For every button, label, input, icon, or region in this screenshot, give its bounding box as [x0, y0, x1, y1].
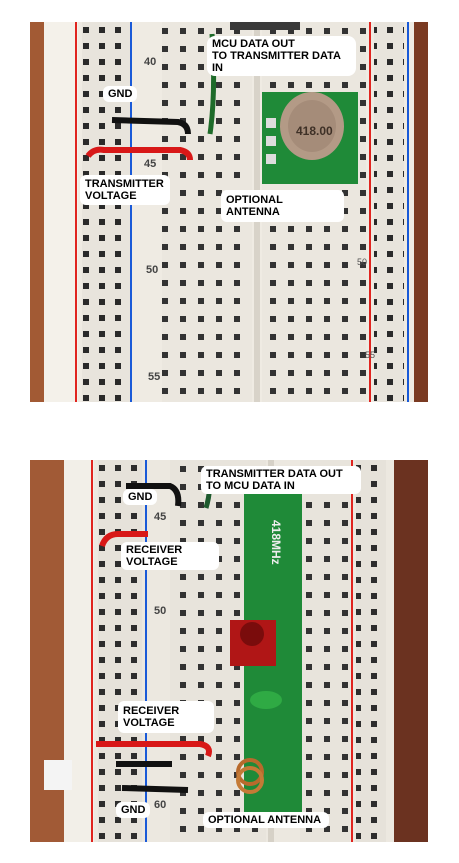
row-number-50: 50 — [146, 264, 158, 276]
transmitter-voltage-label: TRANSMITTER VOLTAGE — [80, 175, 170, 205]
bottom-breadboard-photo: 45 50 60 418MHz — [30, 460, 428, 842]
optional-antenna-label: OPTIONAL ANTENNA — [221, 190, 344, 222]
right-row-number-55: 55 — [365, 350, 375, 360]
module-marking: 418MHz — [269, 520, 283, 565]
transmitter-breadboard-image: 40 45 50 55 50 55 418.00 — [30, 22, 428, 402]
gnd-bottom-label: GND — [116, 802, 151, 818]
top-breadboard-photo: 40 45 50 55 50 55 418.00 — [30, 22, 428, 402]
right-row-number-50: 50 — [357, 257, 367, 267]
receiver-breadboard-image: 45 50 60 418MHz — [30, 460, 428, 842]
module-marking: 418.00 — [296, 124, 333, 138]
row-number-45: 45 — [154, 511, 166, 523]
receiver-voltage-bottom-label: RECEIVER VOLTAGE — [118, 701, 214, 733]
row-number-60: 60 — [154, 799, 166, 811]
receiver-voltage-top-label: RECEIVER VOLTAGE — [121, 542, 219, 570]
optional-antenna-label: OPTIONAL ANTENNA — [203, 812, 329, 828]
mcu-data-out-label: MCU DATA OUT TO TRANSMITTER DATA IN — [207, 36, 356, 76]
row-number-45: 45 — [144, 158, 156, 170]
row-number-40: 40 — [144, 56, 156, 68]
row-number-50: 50 — [154, 605, 166, 617]
row-number-55: 55 — [148, 371, 160, 383]
transmitter-data-out-label: TRANSMITTER DATA OUT TO MCU DATA IN — [201, 466, 361, 494]
gnd-top-label: GND — [123, 489, 158, 505]
gnd-label: GND — [103, 86, 138, 102]
